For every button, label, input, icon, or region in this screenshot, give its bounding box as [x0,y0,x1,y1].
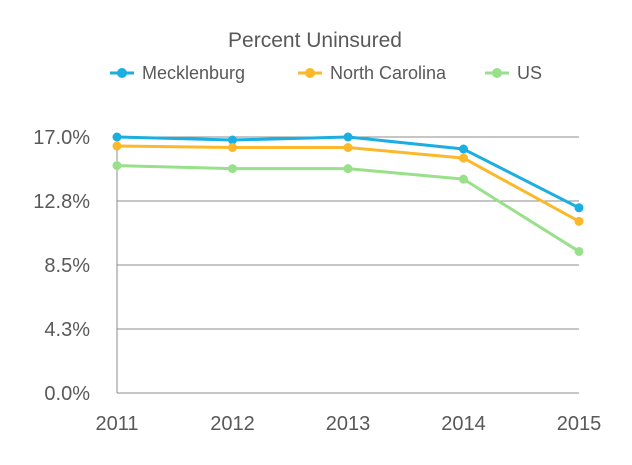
y-tick-label: 0.0% [44,383,90,405]
series-mecklenburg [112,132,584,213]
x-axis-ticks: 2011 2012 2013 2014 2015 [95,413,601,435]
data-point [459,144,468,154]
y-tick-label: 4.3% [44,319,90,341]
legend-marker [492,68,502,78]
series-north-carolina [112,141,584,226]
x-tick-label: 2011 [95,413,138,435]
data-point [112,141,122,151]
series-line [115,144,581,223]
y-tick-label: 8.5% [44,255,90,277]
y-tick-label: 17.0% [33,127,90,149]
legend-label: Mecklenburg [142,63,245,83]
series-us [112,161,584,256]
data-point [574,203,584,213]
series-line [115,164,581,253]
x-tick-label: 2015 [557,413,602,435]
data-point [228,135,237,145]
data-point [343,164,353,174]
x-tick-label: 2012 [210,413,255,435]
legend-item: North Carolina [298,63,447,83]
data-point [459,153,468,163]
axes [116,137,579,394]
series-layer [112,132,584,256]
x-tick-label: 2013 [326,413,371,435]
data-point [228,143,237,153]
data-point [459,174,468,184]
data-point [112,132,122,142]
legend-label: North Carolina [330,63,447,83]
y-tick-label: 12.8% [33,191,90,213]
x-tick-label: 2014 [441,413,486,435]
legend-marker [305,68,315,78]
chart-title: Percent Uninsured [228,29,402,52]
legend: Mecklenburg North Carolina US [110,63,542,83]
data-point [574,216,584,226]
data-point [228,164,237,174]
data-point [574,246,584,256]
data-point [343,143,353,153]
legend-marker [117,68,127,78]
data-point [343,132,353,142]
legend-label: US [517,63,542,83]
legend-item: US [485,63,542,83]
data-point [112,161,122,171]
y-axis-ticks: 0.0% 4.3% 8.5% 12.8% 17.0% [33,127,90,405]
legend-item: Mecklenburg [110,63,245,83]
